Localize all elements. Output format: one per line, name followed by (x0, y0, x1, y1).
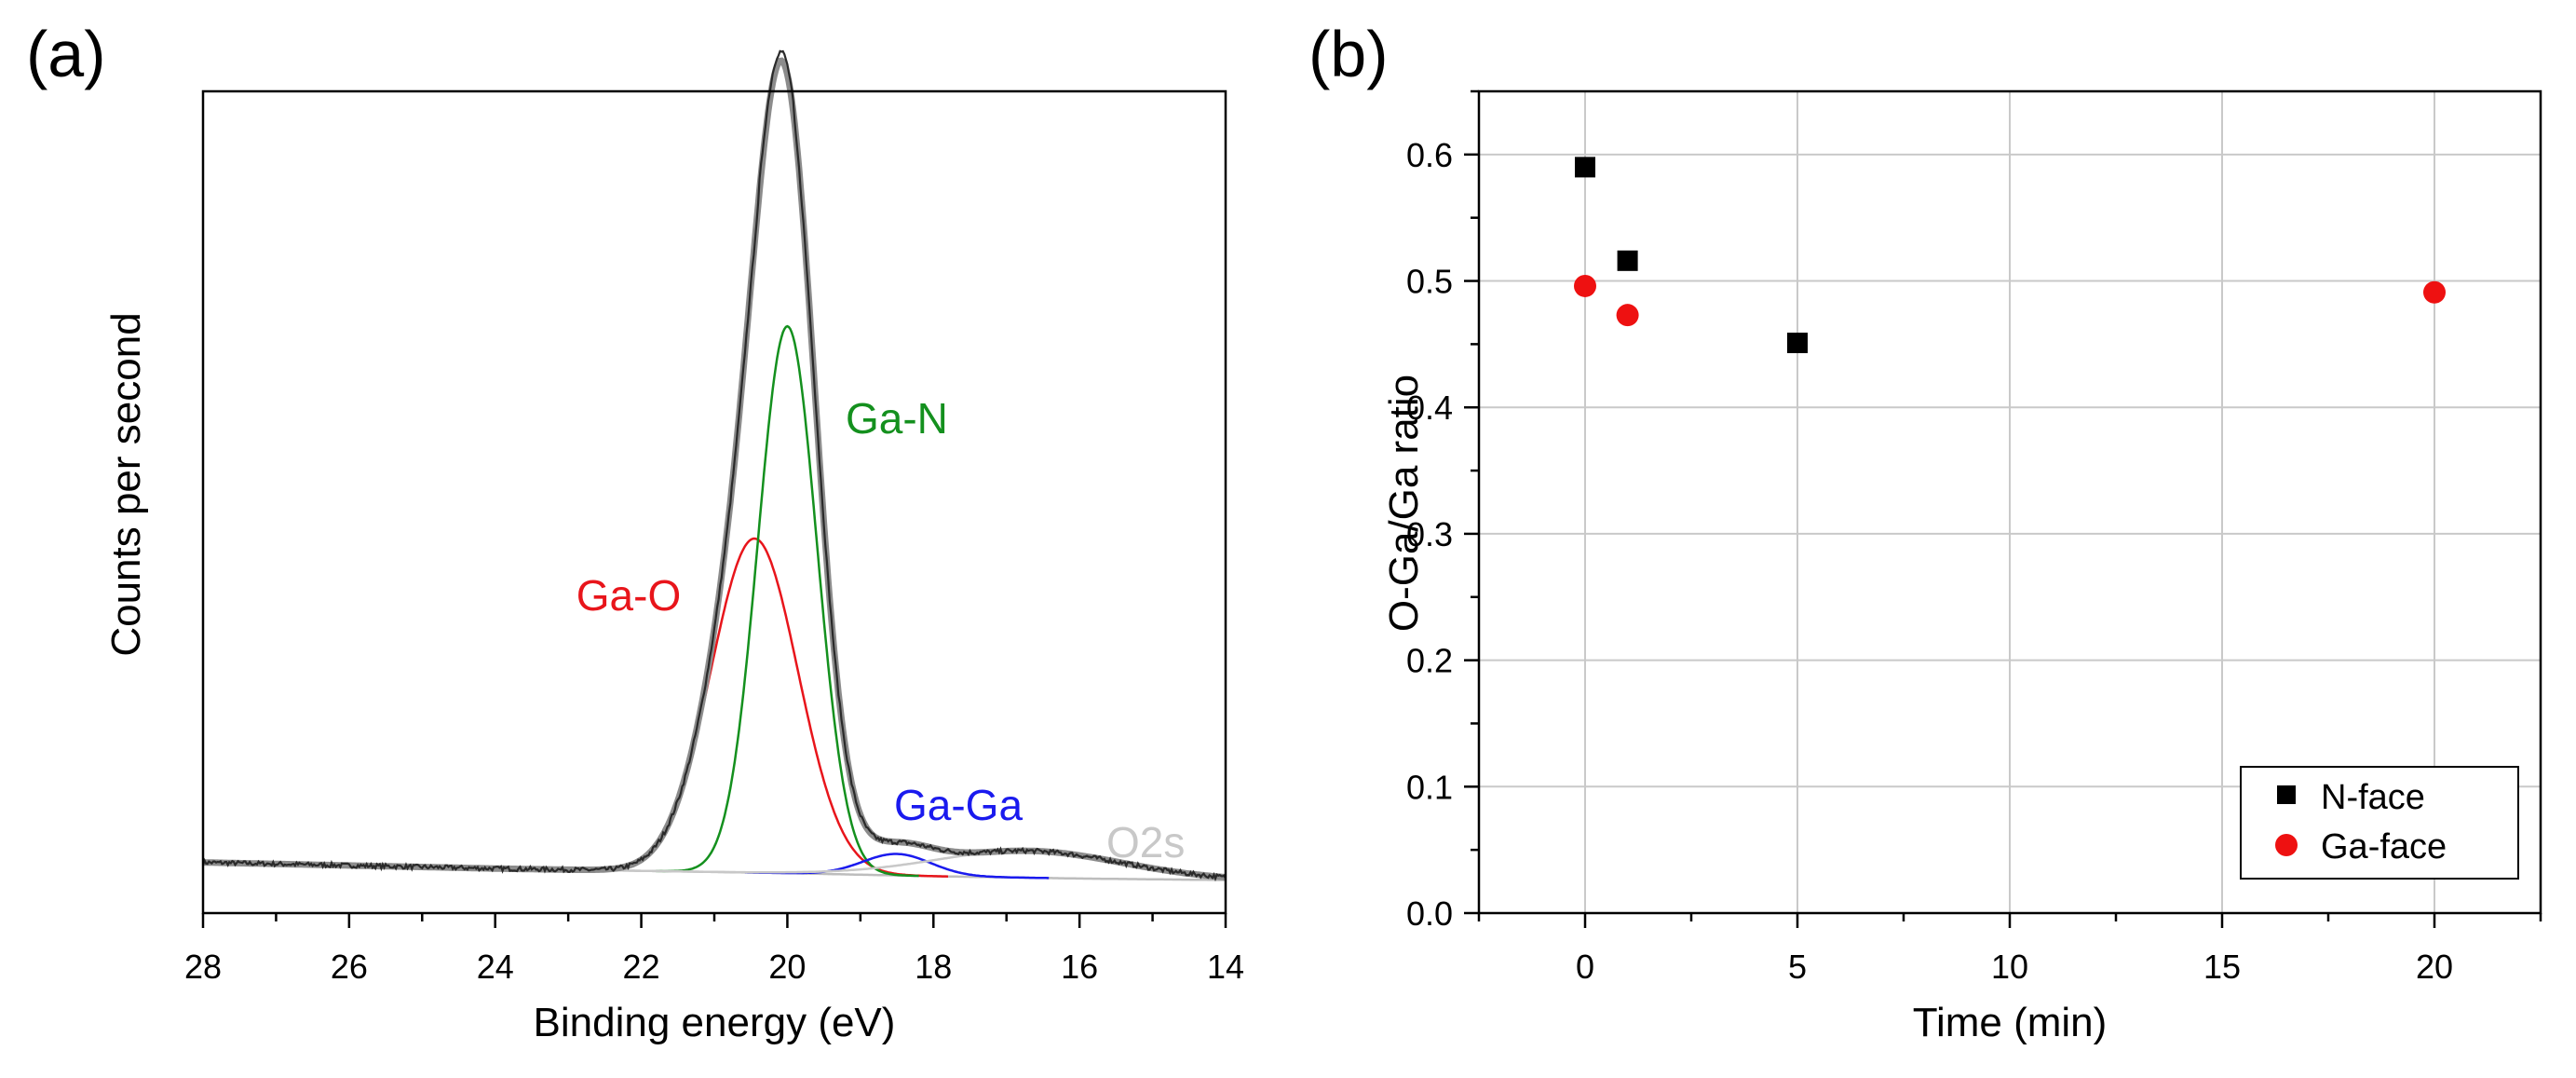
x-tick-label: 22 (623, 948, 660, 986)
point-n-face (1617, 250, 1638, 271)
y-tick-label: 0.1 (1406, 768, 1453, 806)
legend-marker-n-face (2277, 785, 2296, 804)
legend-label-n-face: N-face (2321, 778, 2425, 817)
annotation-ga-ga: Ga-Ga (894, 781, 1023, 829)
y-tick-label: 0.3 (1406, 515, 1453, 553)
spectrum-annotations: Ga-N Ga-O Ga-Ga O2s (576, 394, 1186, 866)
x-tick-label: 28 (184, 948, 222, 986)
ratio-plot: 0 5 10 15 20 0.0 0.1 0.2 0.3 0.4 0.5 0.6 N-face Ga… (1406, 89, 2542, 986)
panel-a: (a) Ga-N Ga-O Ga-Ga O2s 28 26 24 22 20 18 16 14… (26, 18, 1244, 1045)
annotation-ga-n: Ga-N (846, 394, 948, 443)
point-ga-face (1574, 274, 1596, 297)
spectrum-plot-frame (201, 89, 1227, 915)
panel-b: (b) 0 5 10 15 20 0.0 0.1 0.2 0.3 0.4 0.5 0.6 N-fac… (1308, 18, 2542, 1045)
x-tick-label: 5 (1788, 948, 1807, 986)
y-tick-label: 0.0 (1406, 894, 1453, 933)
spectrum-y-axis-label: Counts per second (103, 312, 149, 656)
x-tick-label: 15 (2203, 948, 2241, 986)
annotation-o2s: O2s (1106, 818, 1185, 866)
x-tick-label: 0 (1576, 948, 1594, 986)
ratio-grid (1479, 91, 2541, 914)
y-tick-label: 0.2 (1406, 642, 1453, 680)
point-n-face (1575, 157, 1595, 178)
ratio-legend: N-face Ga-face (2240, 766, 2519, 880)
ratio-x-tick-labels: 0 5 10 15 20 (1576, 948, 2453, 986)
ratio-y-axis-label: O-Ga/Ga ratio (1381, 375, 1427, 632)
spectrum-x-ticks (201, 913, 1227, 928)
annotation-ga-o: Ga-O (576, 571, 681, 620)
point-ga-face (2423, 280, 2446, 304)
spectrum-x-tick-labels: 28 26 24 22 20 18 16 14 (184, 948, 1244, 986)
ratio-ticks (1464, 89, 2542, 928)
x-tick-label: 26 (331, 948, 368, 986)
point-ga-face (1616, 304, 1639, 327)
x-tick-label: 10 (1991, 948, 2028, 986)
x-tick-label: 20 (768, 948, 806, 986)
spectrum-curves (201, 49, 1227, 882)
x-tick-label: 18 (915, 948, 952, 986)
x-tick-label: 24 (477, 948, 514, 986)
series-measured-line (201, 49, 1227, 882)
panel-a-label: (a) (26, 18, 106, 90)
ratio-y-tick-labels: 0.0 0.1 0.2 0.3 0.4 0.5 0.6 (1406, 136, 1453, 933)
y-tick-label: 0.4 (1406, 389, 1453, 427)
y-tick-label: 0.6 (1406, 136, 1453, 174)
legend-marker-ga-face (2275, 834, 2298, 856)
ratio-x-axis-label: Time (min) (1913, 1000, 2108, 1045)
point-n-face (1787, 333, 1808, 354)
x-tick-label: 16 (1061, 948, 1098, 986)
legend-label-ga-face: Ga-face (2321, 827, 2447, 866)
panel-b-label: (b) (1308, 18, 1389, 90)
spectrum-plot: Ga-N Ga-O Ga-Ga O2s 28 26 24 22 20 18 16 14 (184, 49, 1244, 986)
y-tick-label: 0.5 (1406, 263, 1453, 301)
x-tick-label: 14 (1207, 948, 1244, 986)
spectrum-x-axis-label: Binding energy (eV) (534, 1000, 896, 1045)
series-envelope-line (203, 57, 1227, 880)
ratio-points (1574, 157, 2446, 354)
x-tick-label: 20 (2416, 948, 2453, 986)
